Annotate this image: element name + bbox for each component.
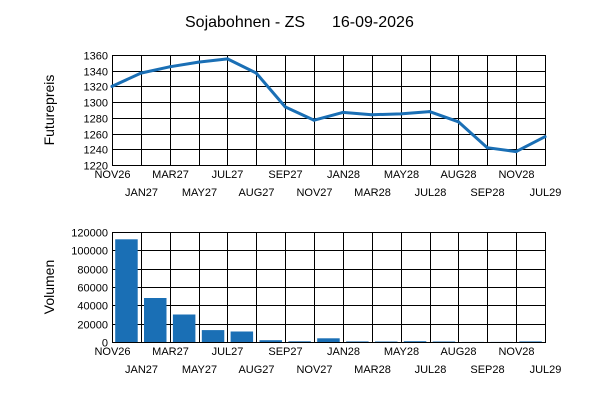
price-x-tick-label: NOV27 xyxy=(296,187,332,199)
price-data-point xyxy=(283,105,287,109)
price-y-tick-label: 1280 xyxy=(84,114,108,126)
price-data-point xyxy=(399,112,403,116)
price-data-point xyxy=(139,71,143,75)
price-x-tick-label: JAN27 xyxy=(125,187,158,199)
volume-y-tick-label: 0 xyxy=(102,338,108,350)
price-y-axis-label: Futurepreis xyxy=(41,75,57,146)
volume-y-tick-label: 120000 xyxy=(71,228,108,240)
volume-x-tick-label: SEP28 xyxy=(470,364,504,376)
chart-title-product: Sojabohnen - ZS xyxy=(185,14,305,31)
volume-bar xyxy=(259,340,282,342)
price-data-point xyxy=(428,110,431,114)
price-x-tick-label: JUL27 xyxy=(212,169,244,181)
volume-chart: 0 20000 40000 60000 80000 100000 120000 NOV26 JA… xyxy=(41,228,561,377)
volume-bar xyxy=(317,338,340,342)
volume-x-tick-label: AUG27 xyxy=(238,364,274,376)
price-x-tick-label: SEP28 xyxy=(470,187,504,199)
price-data-point xyxy=(485,146,489,150)
volume-bar xyxy=(144,298,167,342)
price-x-tick-label: MAY28 xyxy=(384,169,419,181)
price-x-tick-label: JAN28 xyxy=(327,169,360,181)
volume-x-tick-label: MAY28 xyxy=(384,346,419,358)
volume-x-tick-label: AUG28 xyxy=(440,346,476,358)
price-x-tick-label: MAR28 xyxy=(354,187,391,199)
volume-y-tick-label: 40000 xyxy=(77,301,108,313)
volume-y-tick-label: 20000 xyxy=(77,320,108,332)
price-data-point xyxy=(370,113,374,117)
price-y-tick-label: 1300 xyxy=(84,98,108,110)
volume-x-tick-label: JUL29 xyxy=(530,364,562,376)
volume-x-tick-label: MAR27 xyxy=(152,346,189,358)
price-data-point xyxy=(514,150,518,154)
volume-bar xyxy=(375,341,398,342)
volume-x-tick-label: MAR28 xyxy=(354,364,391,376)
volume-x-tick-label: JUL27 xyxy=(212,346,244,358)
price-plot-frame xyxy=(112,55,546,166)
volume-x-tick-label: NOV27 xyxy=(296,364,332,376)
price-x-tick-label: MAR27 xyxy=(152,169,189,181)
price-data-point xyxy=(254,71,258,75)
volume-y-tick-label: 80000 xyxy=(77,265,108,277)
price-y-tick-label: 1320 xyxy=(84,82,108,94)
price-y-tick-label: 1340 xyxy=(84,67,108,79)
volume-y-tick-label: 60000 xyxy=(77,283,108,295)
volume-y-axis-label: Volumen xyxy=(41,260,57,314)
price-x-tick-label: NOV28 xyxy=(498,169,534,181)
price-x-tick-label: SEP27 xyxy=(268,169,302,181)
volume-x-tick-label: JAN28 xyxy=(327,346,360,358)
price-data-point xyxy=(543,135,547,139)
volume-x-tick-label: JUL28 xyxy=(415,364,447,376)
price-data-point xyxy=(110,84,114,88)
volume-y-tick-label: 100000 xyxy=(71,246,108,258)
price-y-tick-label: 1260 xyxy=(84,130,108,142)
price-data-point xyxy=(312,118,316,122)
volume-plot-frame xyxy=(112,232,546,343)
price-chart: 1220 1240 1260 1280 1300 1320 1340 1360 NOV26 JAN… xyxy=(41,51,561,200)
price-y-tick-label: 1220 xyxy=(84,161,108,173)
volume-bar xyxy=(432,341,456,342)
price-x-tick-label: JUL28 xyxy=(415,187,447,199)
volume-bar xyxy=(230,331,254,342)
volume-bar xyxy=(172,314,196,342)
volume-x-tick-label: JAN27 xyxy=(125,364,158,376)
price-data-point xyxy=(226,57,229,61)
price-y-tick-label: 1360 xyxy=(84,51,108,63)
volume-bar xyxy=(115,239,138,342)
volume-x-tick-label: NOV26 xyxy=(94,346,130,358)
volume-bar xyxy=(346,341,369,342)
volume-x-tick-label: NOV28 xyxy=(498,346,534,358)
volume-bar xyxy=(288,341,311,342)
price-x-tick-label: AUG28 xyxy=(440,169,476,181)
volume-bar xyxy=(519,341,542,342)
price-x-tick-label: MAY27 xyxy=(182,187,217,199)
volume-bar xyxy=(403,341,427,342)
volume-x-tick-label: MAY27 xyxy=(182,364,217,376)
price-data-point xyxy=(456,120,460,124)
price-data-point xyxy=(168,65,172,69)
price-x-tick-label: AUG27 xyxy=(238,187,274,199)
price-series-line xyxy=(110,57,547,154)
price-y-tick-label: 1240 xyxy=(84,145,108,157)
chart-title-date: 16-09-2026 xyxy=(332,14,414,31)
price-x-tick-label: NOV26 xyxy=(94,169,130,181)
price-x-tick-label: JUL29 xyxy=(530,187,562,199)
price-data-point xyxy=(197,60,201,64)
price-data-point xyxy=(341,110,345,114)
volume-bar xyxy=(201,330,225,342)
volume-x-tick-label: SEP27 xyxy=(268,346,302,358)
